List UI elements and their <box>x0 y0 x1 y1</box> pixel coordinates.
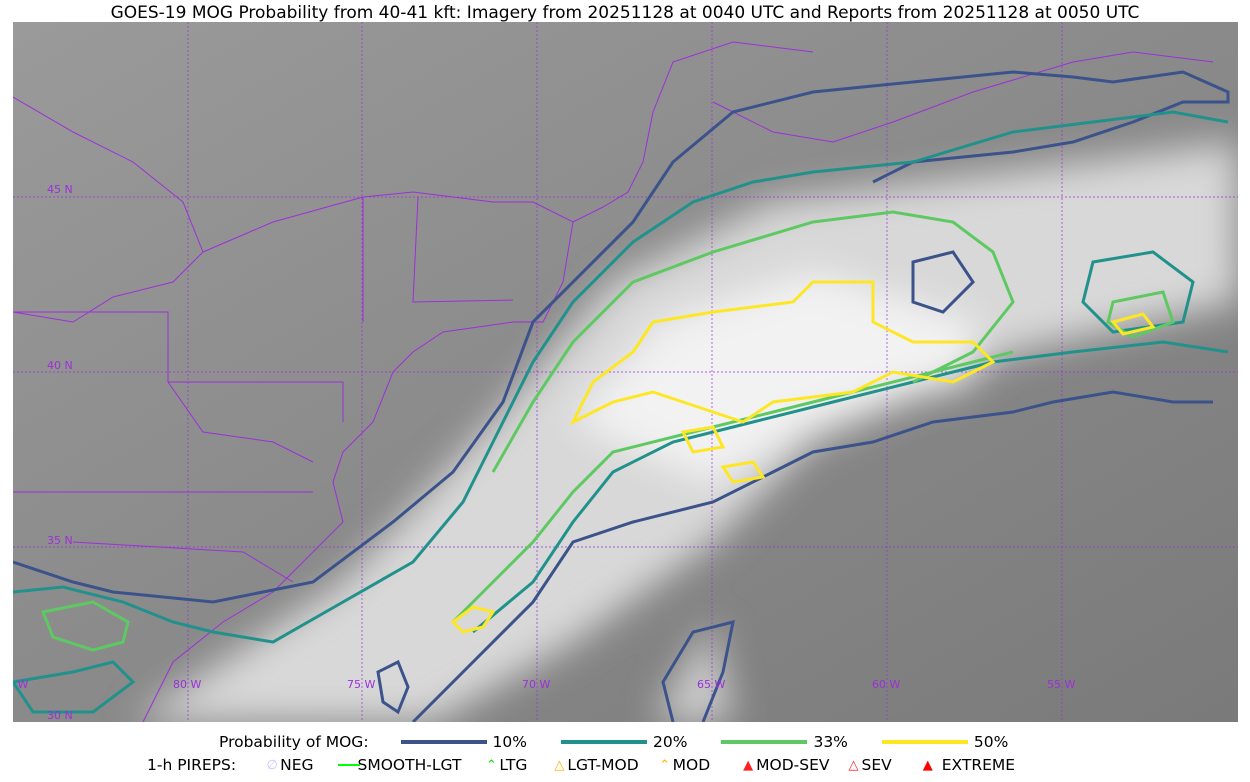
svg-text:45 N: 45 N <box>47 183 73 196</box>
svg-text:60 W: 60 W <box>872 678 900 691</box>
prob-50-label: 50% <box>973 733 1009 751</box>
pirep-extreme-label: EXTREME <box>941 756 1016 774</box>
svg-text:75 W: 75 W <box>347 678 375 691</box>
pirep-sev-label: SEV <box>861 756 892 774</box>
latitude-labels: 45 N 40 N 35 N 30 N <box>47 183 73 722</box>
extreme-icon: ▲ <box>922 757 933 773</box>
pirep-ltg-label: LTG <box>499 756 528 774</box>
prob-20-label: 20% <box>653 733 688 751</box>
svg-text:65 W: 65 W <box>697 678 725 691</box>
pirep-lgt-mod-label: LGT-MOD <box>567 756 639 774</box>
pirep-legend-title: 1-h PIREPS: <box>147 756 237 774</box>
pirep-smooth-lgt-label: SMOOTH-LGT <box>357 756 462 774</box>
pirep-neg-label: NEG <box>280 756 314 774</box>
map-title: GOES-19 MOG Probability from 40-41 kft: … <box>110 3 1140 23</box>
svg-text:30 N: 30 N <box>47 709 73 722</box>
lgt-mod-icon: △ <box>554 757 565 773</box>
probability-legend: Probability of MOG: 10% 20% 33% 50% <box>0 733 1250 751</box>
prob-10-swatch <box>400 740 487 744</box>
ltg-icon: ⌃ <box>485 757 497 773</box>
svg-text:35 N: 35 N <box>47 534 73 547</box>
prob-legend-title: Probability of MOG: <box>219 733 369 751</box>
svg-text:80 W: 80 W <box>173 678 201 691</box>
svg-text:55 W: 55 W <box>1047 678 1075 691</box>
prob-50-contours <box>450 280 1156 634</box>
prob-20-swatch <box>561 740 647 744</box>
prob-10-label: 10% <box>492 733 527 751</box>
svg-text:40 N: 40 N <box>47 359 73 372</box>
smooth-lgt-icon <box>337 758 360 773</box>
satellite-map: 85 W 80 W 75 W 70 W 65 W 60 W 55 W 45 N … <box>13 22 1238 722</box>
prob-50-swatch <box>881 740 968 744</box>
pirep-legend: 1-h PIREPS: ∅ NEG SMOOTH-LGT ⌃ LTG △ LGT-MO… <box>0 756 1250 774</box>
prob-33-swatch <box>721 740 808 744</box>
pirep-mod-sev-label: MOD-SEV <box>756 756 830 774</box>
svg-text:85 W: 85 W <box>13 678 28 691</box>
prob-33-label: 33% <box>813 733 848 751</box>
prob-33-contours <box>40 210 1175 652</box>
pirep-mod-label: MOD <box>672 756 711 774</box>
lat-lon-grid <box>13 22 1238 722</box>
longitude-labels: 85 W 80 W 75 W 70 W 65 W 60 W 55 W <box>13 678 1075 691</box>
mod-sev-icon: ▲ <box>743 757 754 773</box>
svg-text:70 W: 70 W <box>522 678 550 691</box>
prob-20-contours <box>13 110 1229 714</box>
mod-icon: ⌃ <box>659 757 671 773</box>
state-boundaries <box>13 41 1214 722</box>
sev-icon: △ <box>848 757 859 773</box>
neg-icon: ∅ <box>266 757 278 773</box>
